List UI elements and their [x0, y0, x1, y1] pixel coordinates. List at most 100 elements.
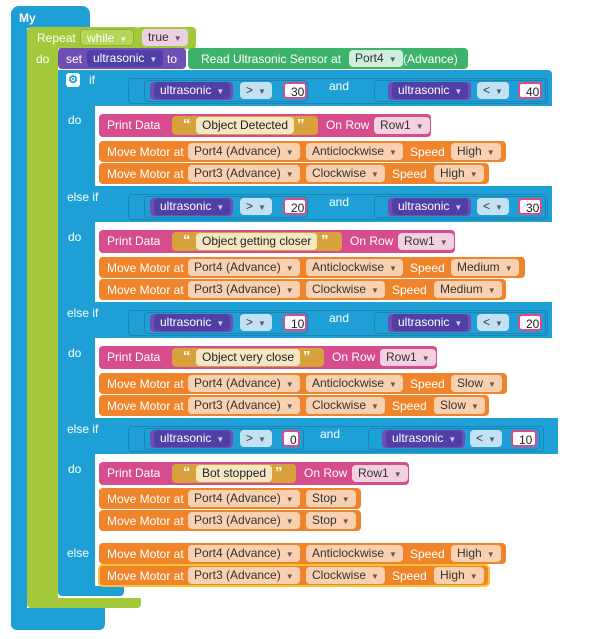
- motor-port-dropdown-4[interactable]: Port3 (Advance) ▼: [188, 281, 300, 298]
- motor-port-value-1: Port4 (Advance): [194, 144, 281, 158]
- var-dropdown-4b[interactable]: ultrasonic ▼: [386, 430, 463, 447]
- motor-port-value-10: Port3 (Advance): [194, 568, 281, 582]
- motor-direction-dropdown-5[interactable]: Anticlockwise ▼: [306, 375, 403, 392]
- text-input-4[interactable]: Bot stopped: [196, 465, 273, 482]
- dropdown-arrow-icon: ▼: [285, 264, 294, 273]
- speed-dropdown-2[interactable]: High ▼: [434, 165, 484, 182]
- move-motor-label-1: Move Motor at: [107, 145, 184, 159]
- op-dropdown-4b[interactable]: < ▼: [470, 430, 502, 447]
- row-dropdown-2[interactable]: Row1 ▼: [398, 233, 454, 250]
- var-dropdown-2b[interactable]: ultrasonic ▼: [392, 198, 469, 215]
- speed-dropdown-3[interactable]: Medium ▼: [451, 259, 519, 276]
- motor-direction-dropdown-8[interactable]: Stop ▼: [306, 512, 356, 529]
- motor-direction-dropdown-6[interactable]: Clockwise ▼: [306, 397, 385, 414]
- motor-port-dropdown-3[interactable]: Port4 (Advance) ▼: [188, 259, 300, 276]
- number-input-3b[interactable]: 20: [518, 314, 542, 331]
- speed-dropdown-10[interactable]: High ▼: [434, 567, 484, 584]
- number-input-4a[interactable]: 0: [282, 430, 300, 447]
- gear-icon[interactable]: ⚙: [66, 73, 80, 87]
- var-dropdown-1b[interactable]: ultrasonic ▼: [392, 82, 469, 99]
- motor-port-dropdown-2[interactable]: Port3 (Advance) ▼: [188, 165, 300, 182]
- variable-dropdown[interactable]: ultrasonic ▼: [87, 50, 164, 67]
- op-dropdown-1b[interactable]: < ▼: [477, 82, 509, 99]
- motor-port-dropdown-9[interactable]: Port4 (Advance) ▼: [188, 545, 300, 562]
- quote-close-icon: ”: [275, 464, 283, 481]
- quote-close-icon: ”: [321, 232, 329, 249]
- dropdown-arrow-icon: ▼: [149, 55, 158, 64]
- dropdown-arrow-icon: ▼: [389, 148, 397, 157]
- op-dropdown-4a[interactable]: > ▼: [240, 430, 272, 447]
- motor-port-dropdown-10[interactable]: Port3 (Advance) ▼: [188, 567, 300, 584]
- op-dropdown-3a[interactable]: > ▼: [240, 314, 272, 331]
- speed-label-2: Speed: [392, 167, 427, 181]
- speed-dropdown-9[interactable]: High ▼: [451, 545, 501, 562]
- number-input-3a[interactable]: 10: [283, 314, 307, 331]
- op-dropdown-3b[interactable]: < ▼: [477, 314, 509, 331]
- var-dropdown-1a[interactable]: ultrasonic ▼: [154, 82, 231, 99]
- op-dropdown-2b[interactable]: < ▼: [477, 198, 509, 215]
- program-arm: [11, 26, 27, 626]
- motor-direction-dropdown-2[interactable]: Clockwise ▼: [306, 165, 385, 182]
- row-dropdown-1[interactable]: Row1 ▼: [374, 117, 430, 134]
- dropdown-arrow-icon: ▼: [448, 435, 457, 444]
- number-input-1a[interactable]: 30: [283, 82, 307, 99]
- motor-direction-dropdown-3[interactable]: Anticlockwise ▼: [306, 259, 403, 276]
- motor-direction-dropdown-7[interactable]: Stop ▼: [306, 490, 356, 507]
- motor-direction-dropdown-9[interactable]: Anticlockwise ▼: [306, 545, 403, 562]
- motor-port-value-8: Port3 (Advance): [194, 513, 281, 527]
- motor-direction-dropdown-10[interactable]: Clockwise ▼: [306, 567, 385, 584]
- number-input-4b[interactable]: 10: [511, 430, 537, 447]
- program-hat-block[interactable]: My Program: [11, 6, 90, 39]
- sensor-port-dropdown[interactable]: Port4 ▼: [349, 50, 403, 67]
- speed-dropdown-6[interactable]: Slow ▼: [434, 397, 485, 414]
- to-label: to: [167, 52, 178, 66]
- var-dropdown-4a[interactable]: ultrasonic ▼: [154, 430, 231, 447]
- text-input-3[interactable]: Object very close: [196, 349, 301, 366]
- op-dropdown-2a[interactable]: > ▼: [240, 198, 272, 215]
- move-motor-label-4: Move Motor at: [107, 283, 184, 297]
- dropdown-arrow-icon: ▼: [285, 572, 294, 581]
- motor-port-value-6: Port3 (Advance): [194, 398, 281, 412]
- motor-port-dropdown-1[interactable]: Port4 (Advance) ▼: [188, 143, 300, 160]
- motor-port-dropdown-6[interactable]: Port3 (Advance) ▼: [188, 397, 300, 414]
- else-label: else: [67, 546, 90, 560]
- var-dropdown-2a[interactable]: ultrasonic ▼: [154, 198, 231, 215]
- speed-dropdown-5[interactable]: Slow ▼: [451, 375, 502, 392]
- boolean-dropdown[interactable]: true ▼: [142, 29, 188, 46]
- row-value-1: Row1: [380, 118, 411, 132]
- dropdown-arrow-icon: ▼: [216, 319, 225, 328]
- repeat-label: Repeat: [37, 31, 76, 45]
- motor-direction-dropdown-1[interactable]: Anticlockwise ▼: [306, 143, 403, 160]
- number-input-2b[interactable]: 30: [518, 198, 542, 215]
- motor-port-dropdown-7[interactable]: Port4 (Advance) ▼: [188, 490, 300, 507]
- var-value-1b: ultrasonic: [398, 83, 450, 97]
- dropdown-arrow-icon: ▼: [173, 34, 182, 43]
- if-label: if: [89, 73, 95, 87]
- speed-dropdown-4[interactable]: Medium ▼: [434, 281, 502, 298]
- on-row-label-2: On Row: [350, 234, 394, 248]
- speed-dropdown-1[interactable]: High ▼: [451, 143, 501, 160]
- var-dropdown-3a[interactable]: ultrasonic ▼: [154, 314, 231, 331]
- speed-value-6: Slow: [440, 398, 467, 412]
- number-input-2a[interactable]: 20: [283, 198, 307, 215]
- text-input-1[interactable]: Object Detected: [196, 117, 295, 134]
- motor-port-dropdown-5[interactable]: Port4 (Advance) ▼: [188, 375, 300, 392]
- move-motor-label-9: Move Motor at: [107, 547, 184, 561]
- move-motor-label-3: Move Motor at: [107, 261, 184, 275]
- quote-open-icon: “: [183, 232, 191, 249]
- number-input-1b[interactable]: 40: [518, 82, 542, 99]
- move-motor-label-10: Move Motor at: [107, 569, 184, 583]
- row-dropdown-3[interactable]: Row1 ▼: [380, 349, 436, 366]
- row-dropdown-4[interactable]: Row1 ▼: [352, 465, 408, 482]
- dropdown-arrow-icon: ▼: [285, 286, 294, 295]
- motor-direction-dropdown-4[interactable]: Clockwise ▼: [306, 281, 385, 298]
- text-input-2[interactable]: Object getting closer: [196, 233, 318, 250]
- op-dropdown-1a[interactable]: > ▼: [240, 82, 272, 99]
- var-dropdown-3b[interactable]: ultrasonic ▼: [392, 314, 469, 331]
- repeat-mode-dropdown[interactable]: while ▼: [80, 29, 135, 46]
- dropdown-arrow-icon: ▼: [471, 402, 479, 411]
- motor-port-dropdown-8[interactable]: Port3 (Advance) ▼: [188, 512, 300, 529]
- move-motor-label-2: Move Motor at: [107, 167, 184, 181]
- speed-label-4: Speed: [392, 283, 427, 297]
- and-label-2: and: [329, 195, 350, 209]
